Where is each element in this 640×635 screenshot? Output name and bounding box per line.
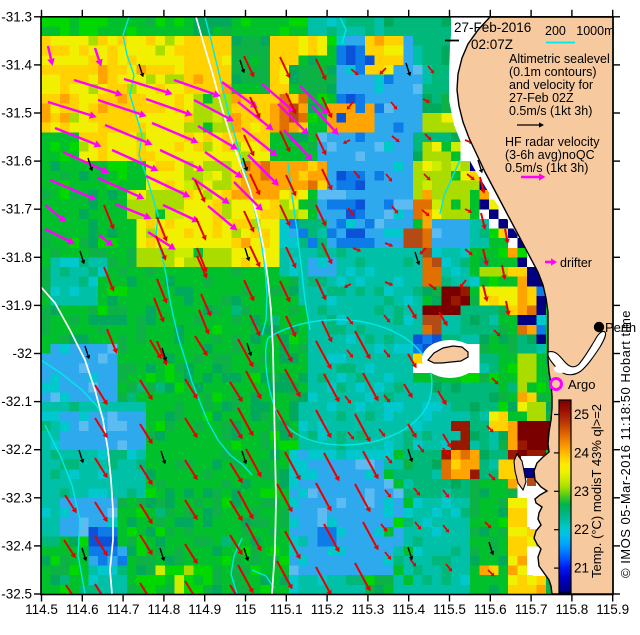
svg-text:115.3: 115.3 (352, 602, 385, 617)
svg-text:-32.4: -32.4 (1, 538, 32, 553)
svg-text:-32.3: -32.3 (1, 490, 32, 505)
svg-text:-31.7: -31.7 (1, 202, 32, 217)
svg-text:115.5: 115.5 (433, 602, 466, 617)
svg-text:(0.1m contours): (0.1m contours) (509, 65, 597, 79)
svg-text:115: 115 (235, 602, 257, 617)
svg-text:drifter: drifter (560, 256, 592, 270)
svg-text:-32.1: -32.1 (1, 394, 32, 409)
svg-text:115.2: 115.2 (311, 602, 344, 617)
svg-text:21: 21 (574, 561, 589, 576)
svg-text:-31.5: -31.5 (1, 106, 32, 121)
svg-text:27-Feb 02Z: 27-Feb 02Z (509, 91, 574, 105)
svg-text:-31.9: -31.9 (1, 298, 32, 313)
svg-text:114.7: 114.7 (107, 602, 140, 617)
svg-text:0.5m/s (1kt 3h): 0.5m/s (1kt 3h) (509, 104, 592, 118)
svg-text:25: 25 (574, 407, 589, 422)
svg-text:Argo: Argo (568, 377, 595, 392)
svg-text:27-Feb-2016: 27-Feb-2016 (454, 20, 531, 35)
svg-text:-32.5: -32.5 (1, 587, 32, 602)
svg-text:02:07Z: 02:07Z (471, 37, 513, 52)
svg-text:0.5m/s (1kt 3h): 0.5m/s (1kt 3h) (505, 161, 588, 175)
svg-text:23: 23 (574, 484, 589, 499)
svg-text:114.8: 114.8 (148, 602, 181, 617)
svg-text:-31.4: -31.4 (1, 57, 32, 72)
svg-text:114.6: 114.6 (66, 602, 99, 617)
svg-text:115.7: 115.7 (515, 602, 548, 617)
svg-text:200 1000m: 200 1000m (545, 24, 615, 38)
svg-text:115.9: 115.9 (596, 602, 629, 617)
svg-text:24: 24 (574, 445, 590, 460)
svg-text:115.6: 115.6 (474, 602, 507, 617)
svg-text:© IMOS 05-Mar-2016 11:18:50 Ho: © IMOS 05-Mar-2016 11:18:50 Hobart time (618, 310, 633, 578)
svg-text:115.1: 115.1 (270, 602, 303, 617)
svg-text:(3-6h avg)noQC: (3-6h avg)noQC (505, 148, 595, 162)
svg-text:-31.6: -31.6 (1, 154, 32, 169)
svg-text:115.4: 115.4 (392, 602, 425, 617)
svg-text:Temp. (°C) modisT 43% ql>=2: Temp. (°C) modisT 43% ql>=2 (589, 404, 604, 578)
svg-text:115.8: 115.8 (556, 602, 589, 617)
svg-text:HF radar velocity: HF radar velocity (505, 135, 600, 149)
svg-text:114.5: 114.5 (25, 602, 58, 617)
svg-text:114.9: 114.9 (188, 602, 221, 617)
svg-text:-32.2: -32.2 (1, 442, 32, 457)
svg-text:-32: -32 (12, 346, 32, 361)
svg-text:22: 22 (574, 522, 589, 537)
svg-text:-31.3: -31.3 (1, 9, 32, 24)
svg-text:and velocity for: and velocity for (509, 78, 593, 92)
svg-text:Altimetric sealevel: Altimetric sealevel (509, 52, 610, 66)
svg-text:-31.8: -31.8 (1, 250, 32, 265)
